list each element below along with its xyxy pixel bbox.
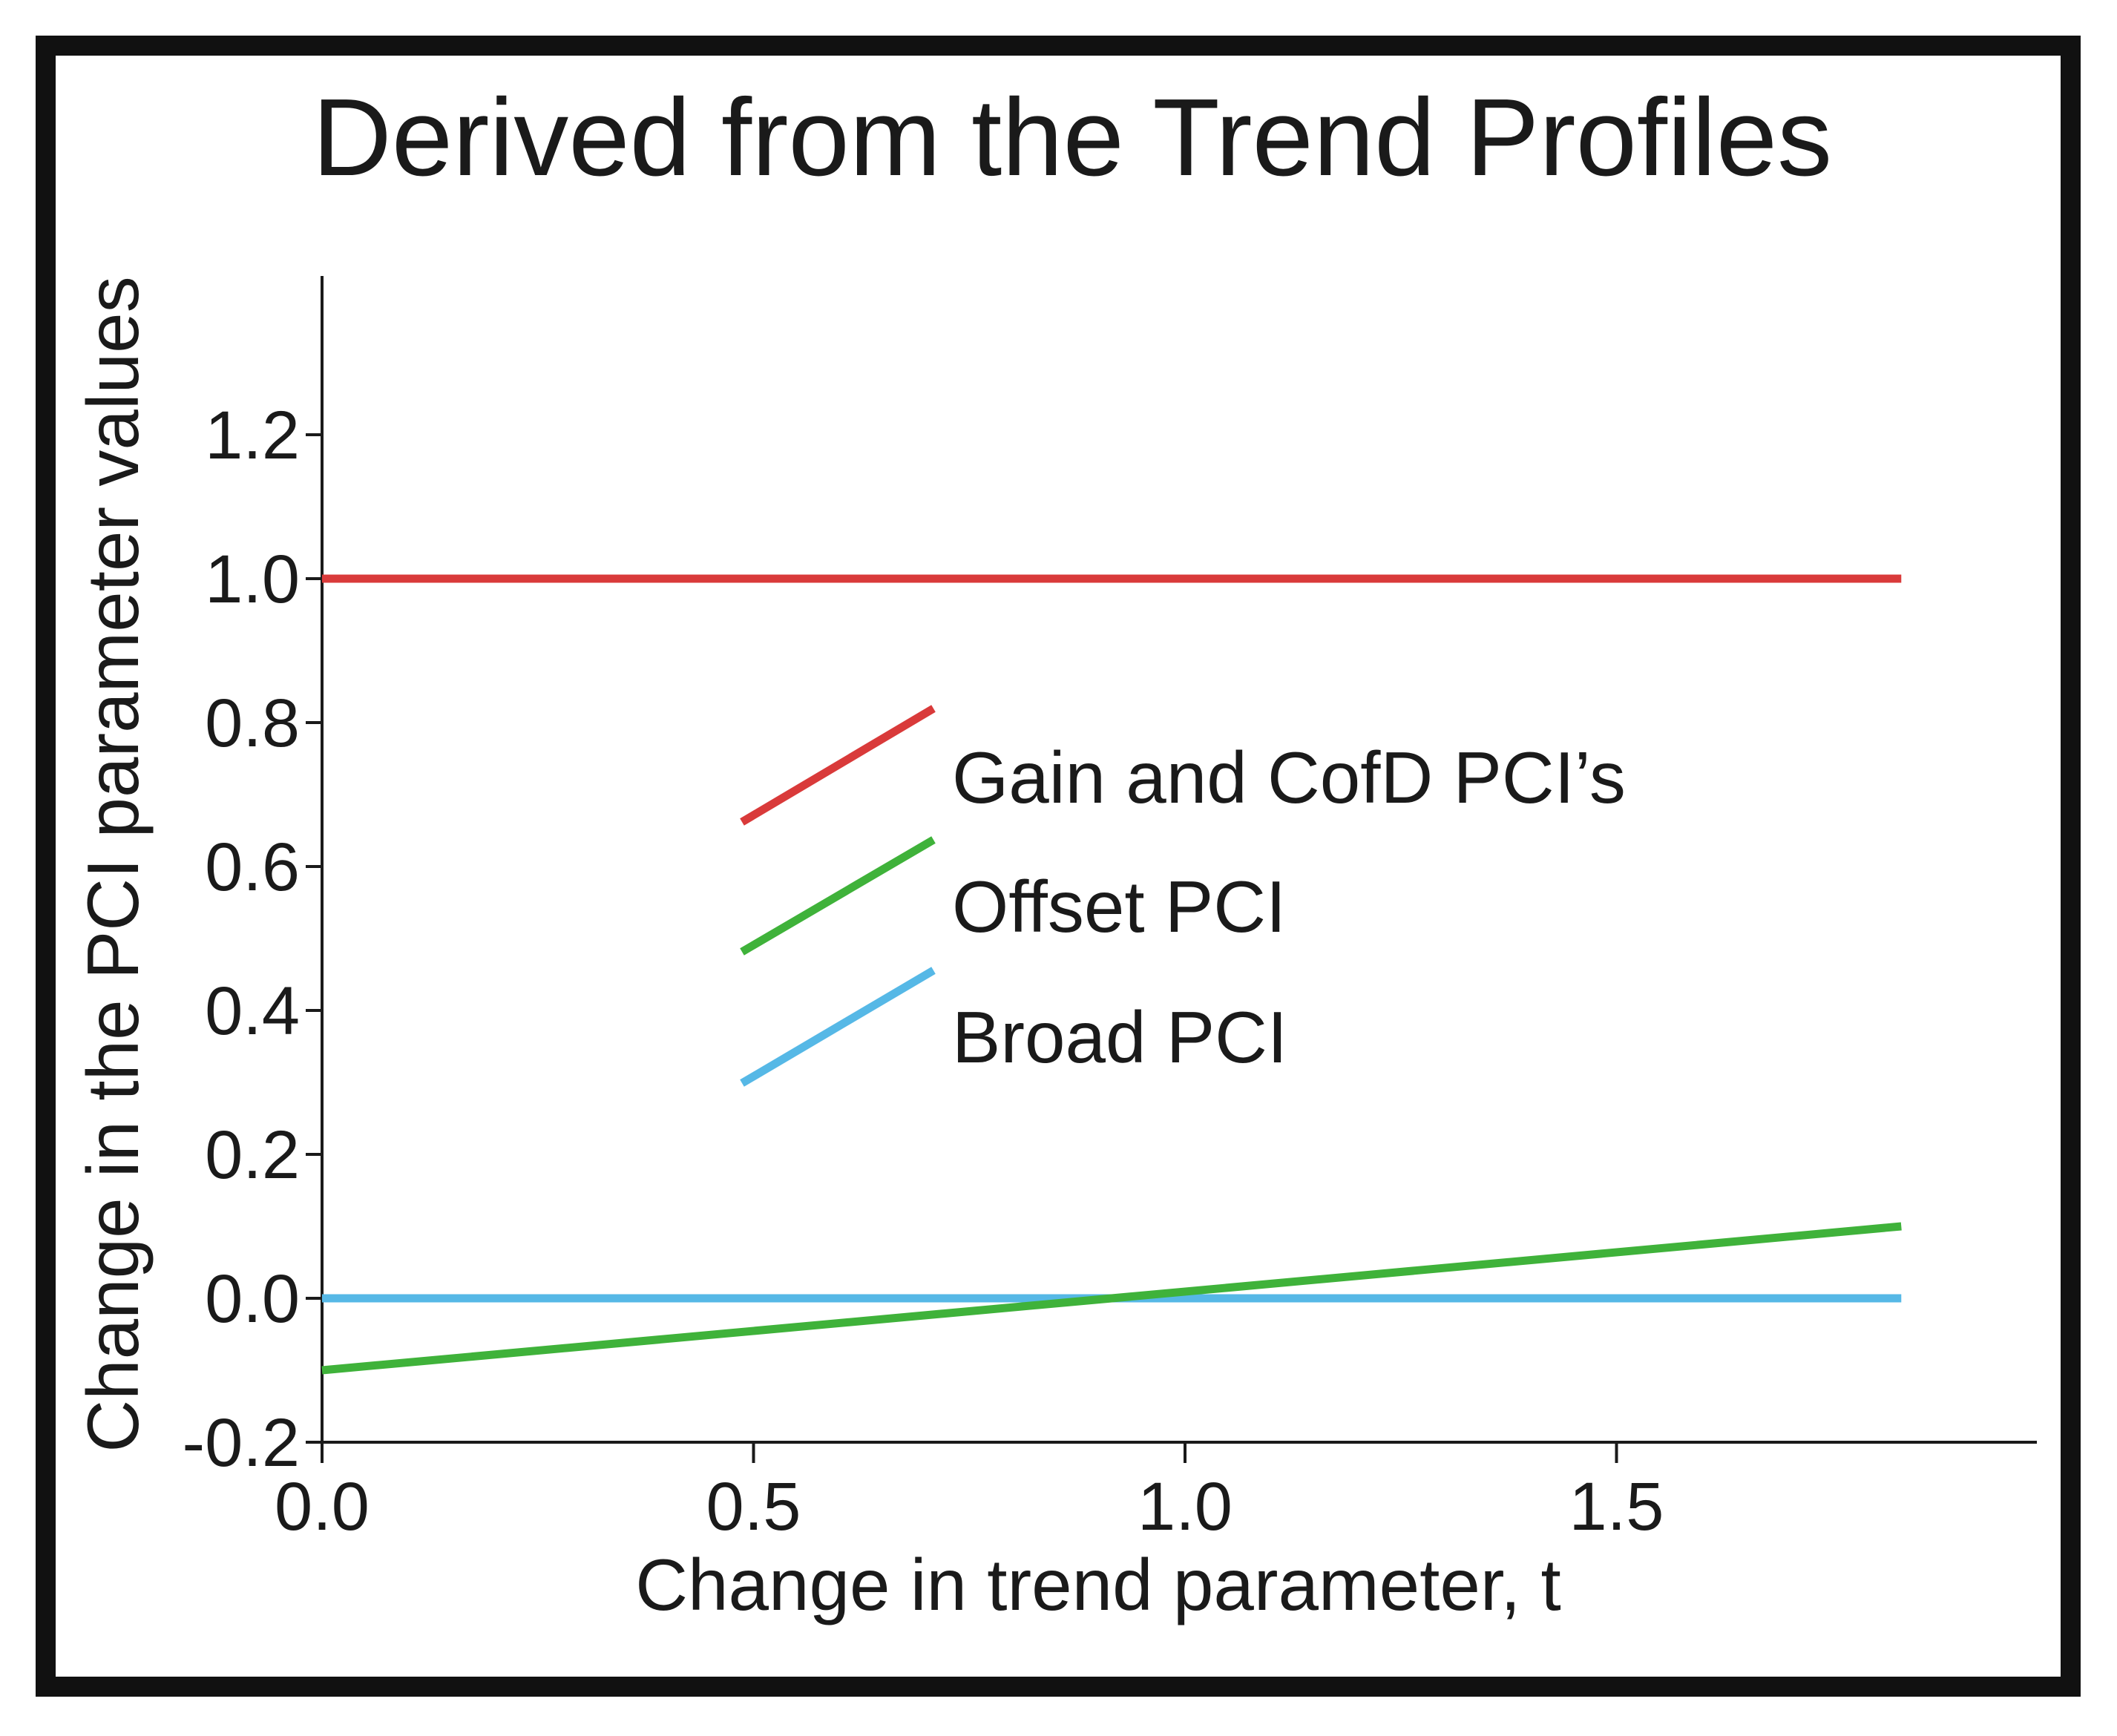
legend-label-1: Offset PCI bbox=[952, 866, 1286, 947]
legend-label-0: Gain and CofD PCI’s bbox=[952, 737, 1626, 818]
legend-swatch-0 bbox=[740, 705, 936, 826]
legend: Gain and CofD PCI’s Offset PCI Broad PCI bbox=[740, 705, 1626, 1087]
y-tick-label: -0.2 bbox=[182, 1405, 300, 1481]
y-tick-label: 0.0 bbox=[205, 1261, 300, 1337]
legend-label-2: Broad PCI bbox=[952, 996, 1287, 1078]
y-tick-label: 0.6 bbox=[205, 829, 300, 905]
y-tick-label: 0.8 bbox=[205, 685, 300, 761]
y-tick-label: 0.4 bbox=[205, 973, 300, 1049]
frame-inner bbox=[56, 56, 2061, 1677]
legend-swatch-1 bbox=[740, 836, 936, 956]
y-tick-label: 1.2 bbox=[205, 398, 300, 473]
y-axis-label: Change in the PCI parameter values bbox=[72, 276, 154, 1452]
y-tick-label: 1.0 bbox=[205, 542, 300, 617]
chart-title: Derived from the Trend Profiles bbox=[312, 76, 1832, 199]
axes: -0.20.00.20.40.60.81.01.20.0 0.5 1.0 1.5 bbox=[182, 276, 2037, 1545]
x-tick-label: 1.5 bbox=[1569, 1469, 1664, 1545]
legend-swatch-2 bbox=[740, 967, 936, 1087]
x-tick-label: 1.0 bbox=[1138, 1469, 1233, 1545]
series-line-1 bbox=[321, 1222, 1902, 1375]
x-tick-label: 0.0 bbox=[275, 1469, 370, 1545]
series-layer bbox=[321, 574, 1902, 1375]
y-tick-label: 0.2 bbox=[205, 1117, 300, 1193]
x-tick-label: 0.5 bbox=[706, 1469, 801, 1545]
x-axis-label: Change in trend parameter, t bbox=[635, 1544, 1561, 1625]
